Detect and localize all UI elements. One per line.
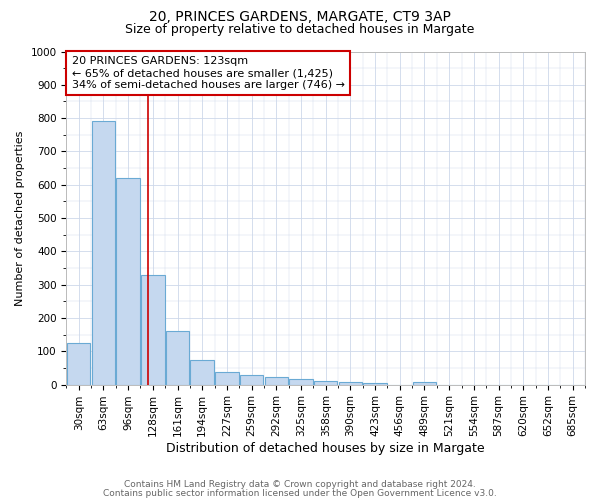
Text: Contains public sector information licensed under the Open Government Licence v3: Contains public sector information licen… [103,488,497,498]
Bar [116,178,140,384]
Bar [413,382,436,384]
Bar [338,382,362,384]
Y-axis label: Number of detached properties: Number of detached properties [15,130,25,306]
Text: 20 PRINCES GARDENS: 123sqm
← 65% of detached houses are smaller (1,425)
34% of s: 20 PRINCES GARDENS: 123sqm ← 65% of deta… [71,56,344,90]
Bar [166,332,189,384]
Bar [92,122,115,384]
Bar [289,379,313,384]
Bar [215,372,239,384]
Bar [141,274,164,384]
Bar [314,380,337,384]
Text: Contains HM Land Registry data © Crown copyright and database right 2024.: Contains HM Land Registry data © Crown c… [124,480,476,489]
X-axis label: Distribution of detached houses by size in Margate: Distribution of detached houses by size … [166,442,485,455]
Bar [364,383,387,384]
Bar [265,378,288,384]
Bar [190,360,214,384]
Bar [67,343,91,384]
Text: 20, PRINCES GARDENS, MARGATE, CT9 3AP: 20, PRINCES GARDENS, MARGATE, CT9 3AP [149,10,451,24]
Bar [240,376,263,384]
Text: Size of property relative to detached houses in Margate: Size of property relative to detached ho… [125,22,475,36]
